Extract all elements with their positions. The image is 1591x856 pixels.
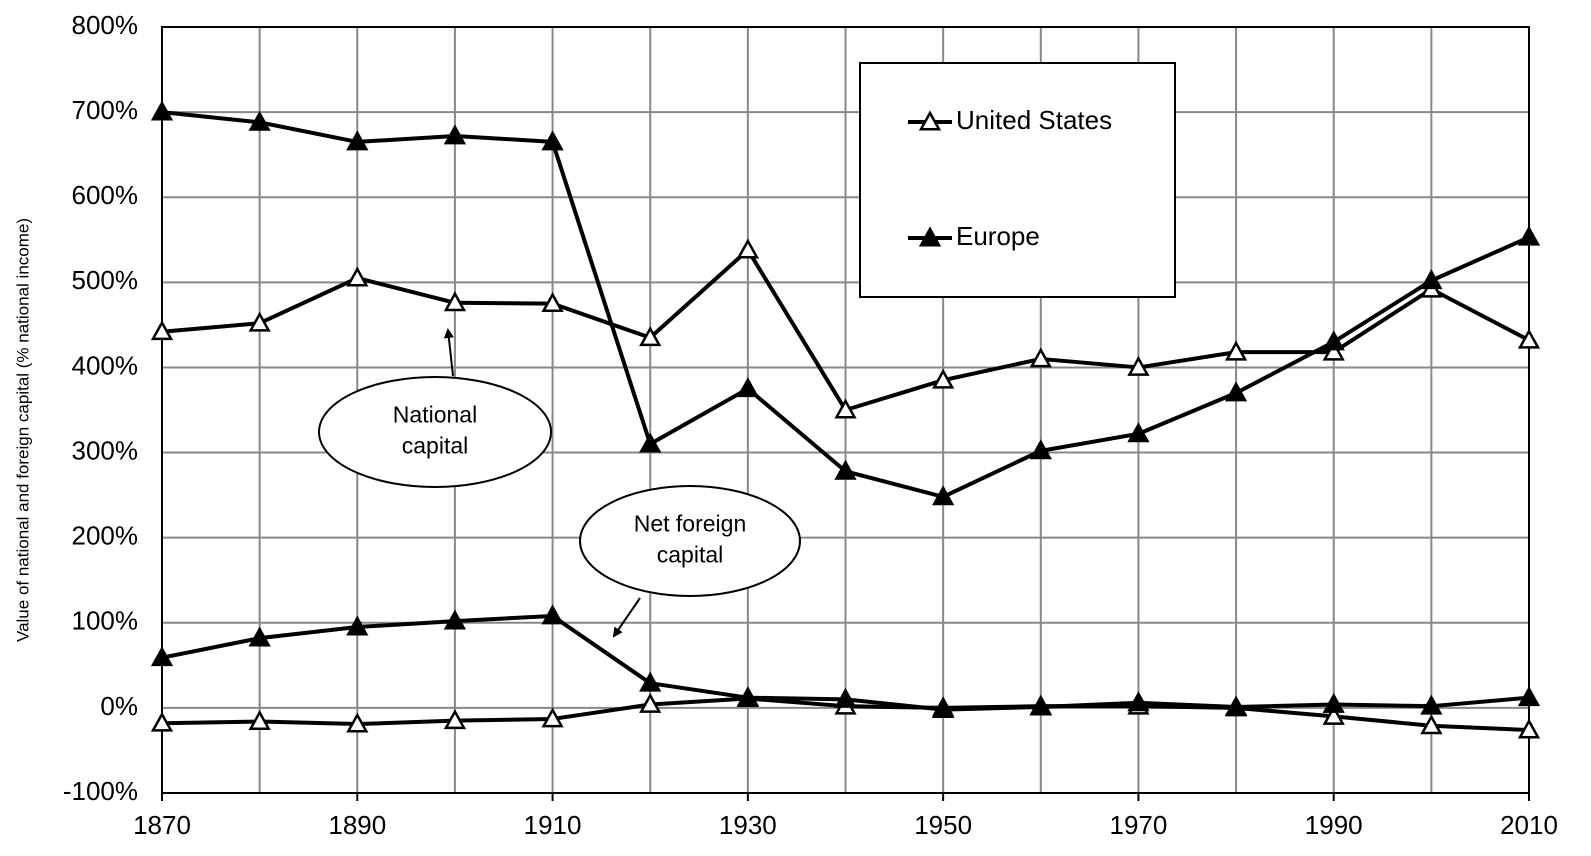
y-tick-label: 0% (100, 691, 138, 721)
marker (150, 646, 174, 667)
marker (248, 110, 271, 131)
marker (443, 609, 467, 630)
marker (541, 292, 564, 313)
annotation-text: capital (402, 433, 468, 459)
marker (932, 485, 955, 506)
marker (346, 266, 369, 287)
marker (443, 124, 467, 145)
marker (1029, 439, 1052, 460)
marker (1420, 269, 1443, 290)
annotation-arrow (612, 597, 641, 638)
marker (1029, 347, 1052, 368)
legend-marker (918, 226, 942, 247)
marker (932, 698, 955, 719)
y-tick-label: 300% (72, 435, 139, 465)
y-tick-label: 800% (72, 10, 139, 40)
marker (150, 320, 174, 341)
marker (1517, 225, 1541, 246)
marker (1517, 328, 1541, 349)
y-tick-label: 200% (72, 521, 139, 551)
marker (1224, 381, 1248, 402)
y-axis-label: Value of national and foreign capital (%… (13, 218, 32, 642)
marker (1420, 694, 1443, 715)
x-tick-label: 1870 (133, 810, 191, 840)
marker (346, 615, 369, 636)
marker (1322, 692, 1345, 713)
x-tick-label: 1890 (328, 810, 386, 840)
marker (541, 604, 564, 625)
y-tick-label: 100% (72, 606, 139, 636)
marker (736, 238, 759, 259)
legend-marker (918, 110, 942, 131)
marker (834, 687, 857, 708)
marker (541, 130, 564, 151)
marker (834, 398, 857, 419)
marker (1322, 330, 1345, 351)
legend-box (859, 62, 1176, 298)
x-tick-label: 1910 (524, 810, 582, 840)
y-tick-label: -100% (63, 776, 138, 806)
marker (248, 311, 271, 332)
legend-label: United States (956, 105, 1112, 135)
marker (1322, 704, 1345, 725)
marker (248, 709, 271, 730)
marker (639, 432, 662, 453)
annotation-text: Net foreign (634, 511, 747, 537)
marker (1517, 686, 1541, 707)
marker (150, 100, 174, 121)
annotation-bubble (579, 485, 801, 597)
marker (639, 326, 662, 347)
marker (639, 671, 662, 692)
annotation-bubble (318, 376, 552, 488)
annotation-text: capital (657, 542, 723, 568)
marker (736, 686, 759, 707)
marker (346, 712, 369, 733)
marker (541, 707, 564, 728)
x-tick-label: 1950 (914, 810, 972, 840)
marker (346, 130, 369, 151)
marker (150, 711, 174, 732)
y-tick-label: 600% (72, 180, 139, 210)
annotation-text: National (393, 402, 477, 428)
legend-label: Europe (956, 221, 1040, 251)
marker (1127, 691, 1150, 712)
y-tick-label: 700% (72, 95, 139, 125)
x-tick-label: 1970 (1110, 810, 1168, 840)
marker (443, 709, 467, 730)
marker (248, 626, 271, 647)
marker (1517, 718, 1541, 739)
marker (932, 368, 955, 389)
marker (443, 291, 467, 312)
marker (736, 377, 759, 398)
x-tick-label: 1990 (1305, 810, 1363, 840)
marker (1322, 340, 1345, 361)
plot-frame (161, 26, 1530, 794)
marker (1224, 340, 1248, 361)
x-tick-label: 2010 (1500, 810, 1558, 840)
y-tick-label: 500% (72, 265, 139, 295)
marker (1127, 422, 1150, 443)
marker (1029, 695, 1052, 716)
marker (834, 459, 857, 480)
y-tick-label: 400% (72, 350, 139, 380)
marker (1224, 695, 1248, 716)
marker (1127, 355, 1150, 376)
annotation-arrow (443, 328, 454, 377)
marker (639, 692, 662, 713)
marker (1420, 714, 1443, 735)
x-tick-label: 1930 (719, 810, 777, 840)
